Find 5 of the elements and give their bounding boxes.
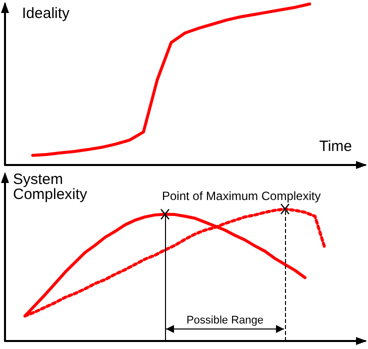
y-axis-title: System Complexity [13, 171, 88, 203]
text: Point of Maximum Complexity [162, 189, 321, 203]
annotation: Possible Range [186, 314, 264, 326]
x-axis-title: Time [319, 138, 352, 155]
y-axis-title: Ideality [22, 5, 70, 22]
